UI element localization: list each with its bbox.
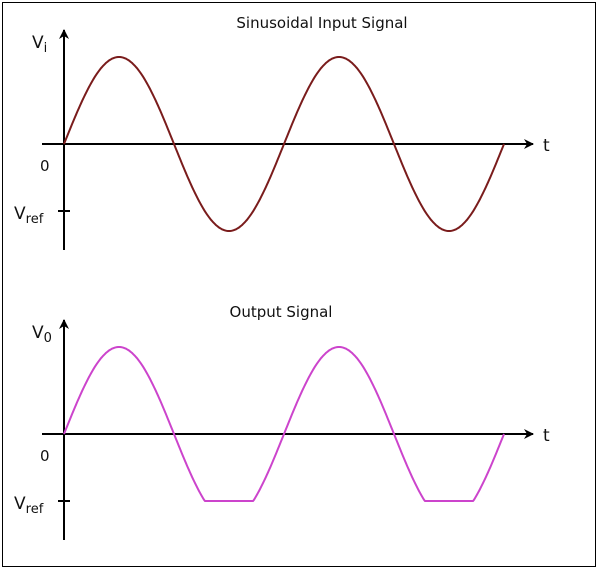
output-vref-label: Vref bbox=[14, 494, 44, 517]
output-y-label: V0 bbox=[32, 323, 52, 346]
input-signal-panel: Sinusoidal Input Signal Vi t 0 Vref bbox=[14, 14, 550, 250]
input-x-label: t bbox=[543, 136, 550, 156]
output-clipped-wave bbox=[63, 346, 505, 502]
input-y-label: Vi bbox=[32, 33, 47, 56]
output-signal-panel: Output Signal V0 t 0 Vref bbox=[14, 303, 550, 540]
input-title: Sinusoidal Input Signal bbox=[236, 14, 407, 32]
output-title: Output Signal bbox=[230, 303, 333, 321]
diagram-frame bbox=[2, 2, 596, 567]
input-vref-label: Vref bbox=[14, 204, 44, 227]
input-sine-wave bbox=[63, 56, 505, 232]
output-origin-label: 0 bbox=[40, 447, 50, 465]
output-x-label: t bbox=[543, 426, 550, 446]
input-origin-label: 0 bbox=[40, 157, 50, 175]
